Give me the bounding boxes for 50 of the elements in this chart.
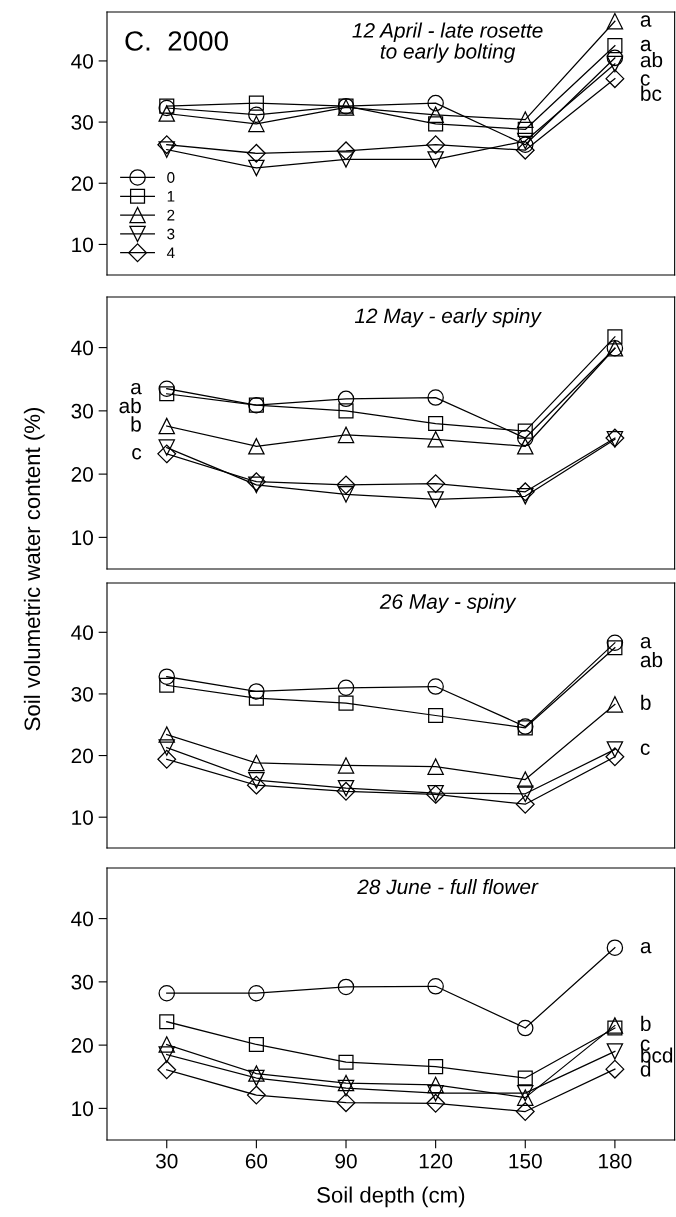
y-tick-label: 10	[72, 1101, 93, 1117]
x-tick-label: 150	[509, 1153, 542, 1169]
y-tick-label: 30	[71, 686, 93, 702]
data-label: bc	[641, 85, 662, 101]
y-tick-label: 30	[71, 403, 93, 419]
legend-label: 1	[167, 191, 175, 202]
y-tick-label: 20	[71, 1038, 93, 1053]
y-tick-label: 20	[71, 467, 93, 482]
x-tick-label: 60	[245, 1153, 268, 1169]
data-label: ab	[640, 651, 663, 668]
x-axis-title: Soil depth (cm)	[317, 1186, 465, 1208]
legend-label: 2	[167, 209, 175, 221]
annotation: C. 2000	[125, 31, 228, 51]
data-label: a	[640, 39, 652, 52]
data-label: ab	[640, 52, 663, 68]
legend-label: 3	[167, 228, 175, 240]
text: 12 April - late rosette to early bolting	[352, 22, 543, 63]
data-label: ab	[119, 397, 141, 414]
data-label: a	[640, 15, 652, 27]
data-label: a	[640, 636, 652, 649]
y-axis-title: Soil volumetric water content (%)	[23, 407, 45, 731]
y-tick-label: 30	[71, 115, 93, 130]
x-tick-label: 30	[155, 1153, 178, 1169]
legend-label: 0	[167, 172, 175, 183]
y-tick-label: 10	[72, 237, 93, 253]
legend-label: 4	[166, 247, 175, 259]
y-tick-label: 10	[72, 530, 93, 546]
y-tick-label: 30	[71, 974, 93, 990]
data-label: a	[640, 941, 652, 954]
data-label: d	[640, 1061, 651, 1077]
chart-title: 12 May - early spiny	[354, 307, 542, 328]
data-label: c	[132, 448, 142, 460]
y-tick-label: 40	[71, 53, 93, 69]
data-label: c	[640, 743, 650, 755]
x-tick-label: 90	[335, 1153, 357, 1169]
chart-title: 28 June - full flower	[357, 878, 539, 895]
x-tick-label: 180	[599, 1153, 632, 1169]
data-label: b	[641, 1015, 651, 1032]
chart-title: 26 May - spiny	[379, 593, 517, 614]
data-label: c	[640, 74, 650, 86]
data-label: b	[131, 416, 141, 432]
y-tick-label: 40	[71, 911, 93, 927]
y-tick-label: 10	[72, 810, 93, 825]
y-tick-label: 40	[71, 340, 93, 356]
data-label: b	[641, 694, 651, 710]
x-tick-label: 120	[419, 1153, 453, 1169]
data-label: a	[131, 382, 142, 395]
y-tick-label: 20	[71, 176, 93, 192]
y-tick-label: 20	[71, 748, 93, 764]
y-tick-label: 40	[71, 625, 93, 641]
